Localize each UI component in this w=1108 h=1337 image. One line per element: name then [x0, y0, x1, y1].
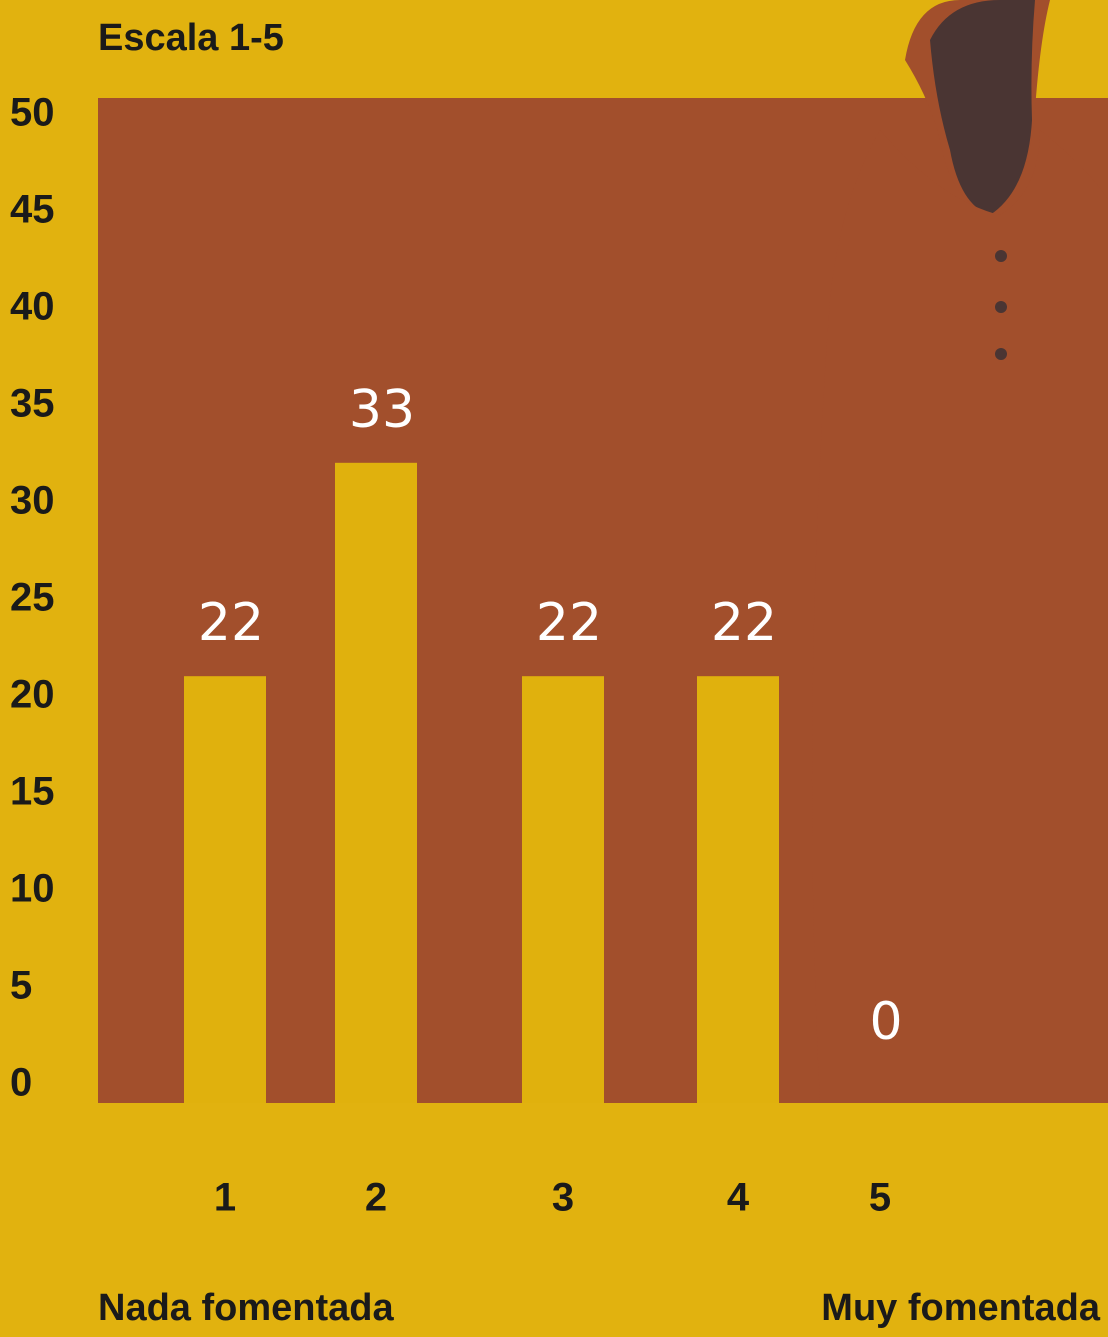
figure-body	[812, 130, 1108, 1103]
y-tick-label: 0	[10, 1061, 32, 1105]
y-tick-label: 5	[10, 964, 32, 1008]
value-label: 0	[869, 992, 902, 1052]
value-label: 22	[198, 593, 264, 653]
y-tick-label: 15	[10, 770, 55, 814]
y-tick-label: 35	[10, 382, 55, 426]
y-tick-label: 25	[10, 576, 55, 620]
bar	[522, 676, 604, 1103]
value-label: 22	[711, 593, 777, 653]
y-tick-label: 10	[10, 867, 55, 911]
value-label: 33	[349, 380, 415, 440]
y-tick-label: 40	[10, 285, 55, 329]
x-tick-label: 2	[365, 1176, 387, 1220]
button	[995, 301, 1007, 313]
bar	[335, 462, 417, 1103]
y-tick-label: 30	[10, 479, 55, 523]
x-axis-right-label: Muy fomentada	[821, 1287, 1101, 1329]
button	[995, 250, 1007, 262]
bar	[697, 676, 779, 1103]
value-label: 22	[536, 593, 602, 653]
chart-title: Escala 1-5	[98, 17, 284, 59]
x-tick-label: 3	[552, 1176, 574, 1220]
y-tick-label: 50	[10, 91, 55, 135]
y-tick-label: 20	[10, 673, 55, 717]
x-axis-left-label: Nada fomentada	[98, 1287, 394, 1329]
button	[995, 348, 1007, 360]
figure-head	[930, 0, 1035, 215]
x-tick-label: 5	[869, 1176, 891, 1220]
y-tick-label: 45	[10, 188, 55, 232]
x-tick-label: 4	[727, 1176, 750, 1220]
bar	[184, 676, 266, 1103]
x-tick-label: 1	[214, 1176, 236, 1220]
